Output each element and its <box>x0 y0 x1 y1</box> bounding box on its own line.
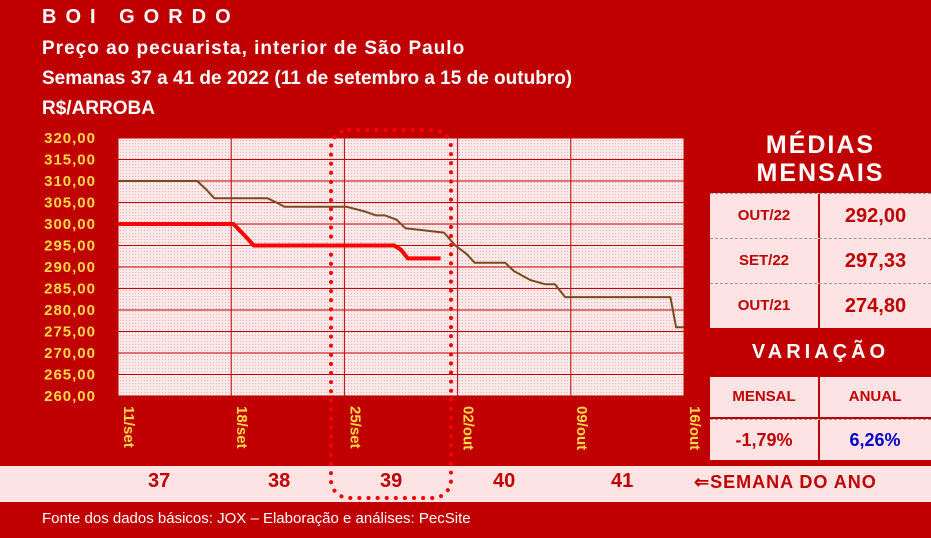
page-title: BOI GORDO <box>42 6 240 28</box>
monthly-label: OUT/21 <box>710 284 820 328</box>
monthly-averages-title: MÉDIAS MENSAIS <box>710 125 931 191</box>
monthly-value: 292,00 <box>844 205 907 227</box>
monthly-row-2: OUT/21 274,80 <box>710 283 931 328</box>
y-tick-label: 290,00 <box>44 259 96 276</box>
monthly-row-0: OUT/22 292,00 <box>710 193 931 238</box>
y-tick-label: 275,00 <box>44 324 96 341</box>
unit-label: R$/ARROBA <box>42 98 155 119</box>
y-tick-label: 260,00 <box>44 388 96 405</box>
x-tick-label: 18/set <box>233 406 250 449</box>
variation-annual-value: 6,26% <box>849 430 901 450</box>
y-tick-label: 295,00 <box>44 238 96 255</box>
price-chart: 320,00 315,00 310,00 305,00 300,00 295,00 290,… <box>44 130 703 450</box>
y-tick-label: 300,00 <box>44 216 96 233</box>
x-tick-label: 25/set <box>346 406 363 449</box>
week-axis-label: ⇐SEMANA DO ANO <box>694 472 877 492</box>
monthly-title-line1: MÉDIAS <box>765 131 876 159</box>
variation-values-row: -1,79% 6,26% <box>710 419 931 460</box>
week-number: 40 <box>493 470 516 492</box>
monthly-row-1: SET/22 297,33 <box>710 238 931 283</box>
monthly-value: 274,80 <box>844 295 907 317</box>
page-subtitle: Preço ao pecuarista, interior de São Pau… <box>42 38 466 59</box>
source-footer: Fonte dos dados básicos: JOX – Elaboraçã… <box>42 510 471 527</box>
monthly-label: SET/22 <box>710 239 820 283</box>
x-tick-label: 11/set <box>120 406 137 448</box>
y-tick-label: 320,00 <box>44 130 96 147</box>
monthly-title-line2: MENSAIS <box>756 159 885 187</box>
week-number: 37 <box>148 470 171 492</box>
y-tick-label: 285,00 <box>44 281 96 298</box>
y-tick-label: 305,00 <box>44 195 96 212</box>
monthly-label: OUT/22 <box>710 194 820 238</box>
x-tick-label: 02/out <box>460 406 477 450</box>
week-number-bar: 37 38 39 40 41 ⇐SEMANA DO ANO <box>0 466 931 502</box>
variation-labels-row: MENSAL ANUAL <box>710 377 931 417</box>
y-tick-label: 315,00 <box>44 152 96 169</box>
y-tick-label: 265,00 <box>44 367 96 384</box>
sidebar-panel: MÉDIAS MENSAIS OUT/22 292,00 SET/22 297,… <box>710 125 931 462</box>
week-number: 38 <box>268 470 291 492</box>
variation-title: VARIAÇÃO <box>710 330 931 375</box>
week-number: 41 <box>611 470 634 492</box>
variation-monthly-label: MENSAL <box>710 377 820 417</box>
week-number: 39 <box>380 470 403 492</box>
x-tick-label: 09/out <box>573 406 590 450</box>
y-tick-label: 310,00 <box>44 173 96 190</box>
monthly-value: 297,33 <box>844 250 907 272</box>
x-tick-label: 16/out <box>686 406 703 450</box>
period-label: Semanas 37 a 41 de 2022 (11 de setembro … <box>42 68 573 89</box>
header: BOI GORDO Preço ao pecuarista, interior … <box>0 0 931 123</box>
y-tick-label: 270,00 <box>44 345 96 362</box>
variation-annual-label: ANUAL <box>848 388 902 405</box>
y-tick-label: 280,00 <box>44 302 96 319</box>
variation-monthly-value: -1,79% <box>710 420 820 460</box>
